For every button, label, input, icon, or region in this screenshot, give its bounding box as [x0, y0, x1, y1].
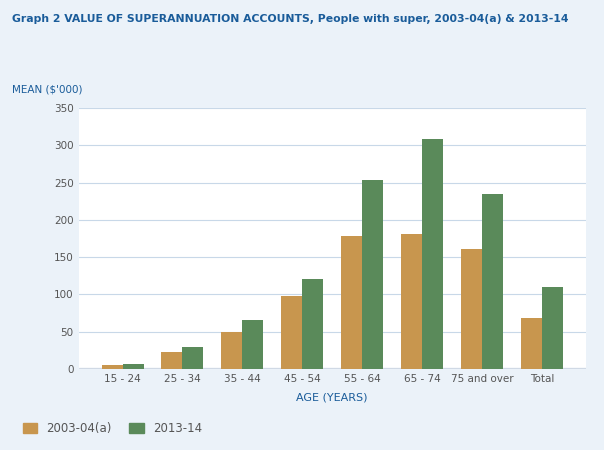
Bar: [79, 368, 586, 378]
Bar: [482, 194, 503, 369]
Bar: [281, 296, 302, 369]
Text: MEAN ($'000): MEAN ($'000): [12, 85, 83, 94]
Bar: [242, 320, 263, 369]
Bar: [123, 364, 144, 369]
Bar: [401, 234, 422, 369]
Bar: [182, 347, 204, 369]
Text: Graph 2 VALUE OF SUPERANNUATION ACCOUNTS, People with super, 2003-04(a) & 2013-1: Graph 2 VALUE OF SUPERANNUATION ACCOUNTS…: [12, 14, 568, 23]
Bar: [542, 287, 563, 369]
Bar: [461, 249, 482, 369]
Legend: 2003-04(a), 2013-14: 2003-04(a), 2013-14: [18, 417, 207, 440]
Bar: [422, 140, 443, 369]
Bar: [341, 236, 362, 369]
Bar: [362, 180, 383, 369]
Bar: [222, 332, 242, 369]
X-axis label: AGE (YEARS): AGE (YEARS): [297, 392, 368, 402]
Bar: [101, 365, 123, 369]
Bar: [302, 279, 323, 369]
Bar: [521, 318, 542, 369]
Bar: [161, 352, 182, 369]
